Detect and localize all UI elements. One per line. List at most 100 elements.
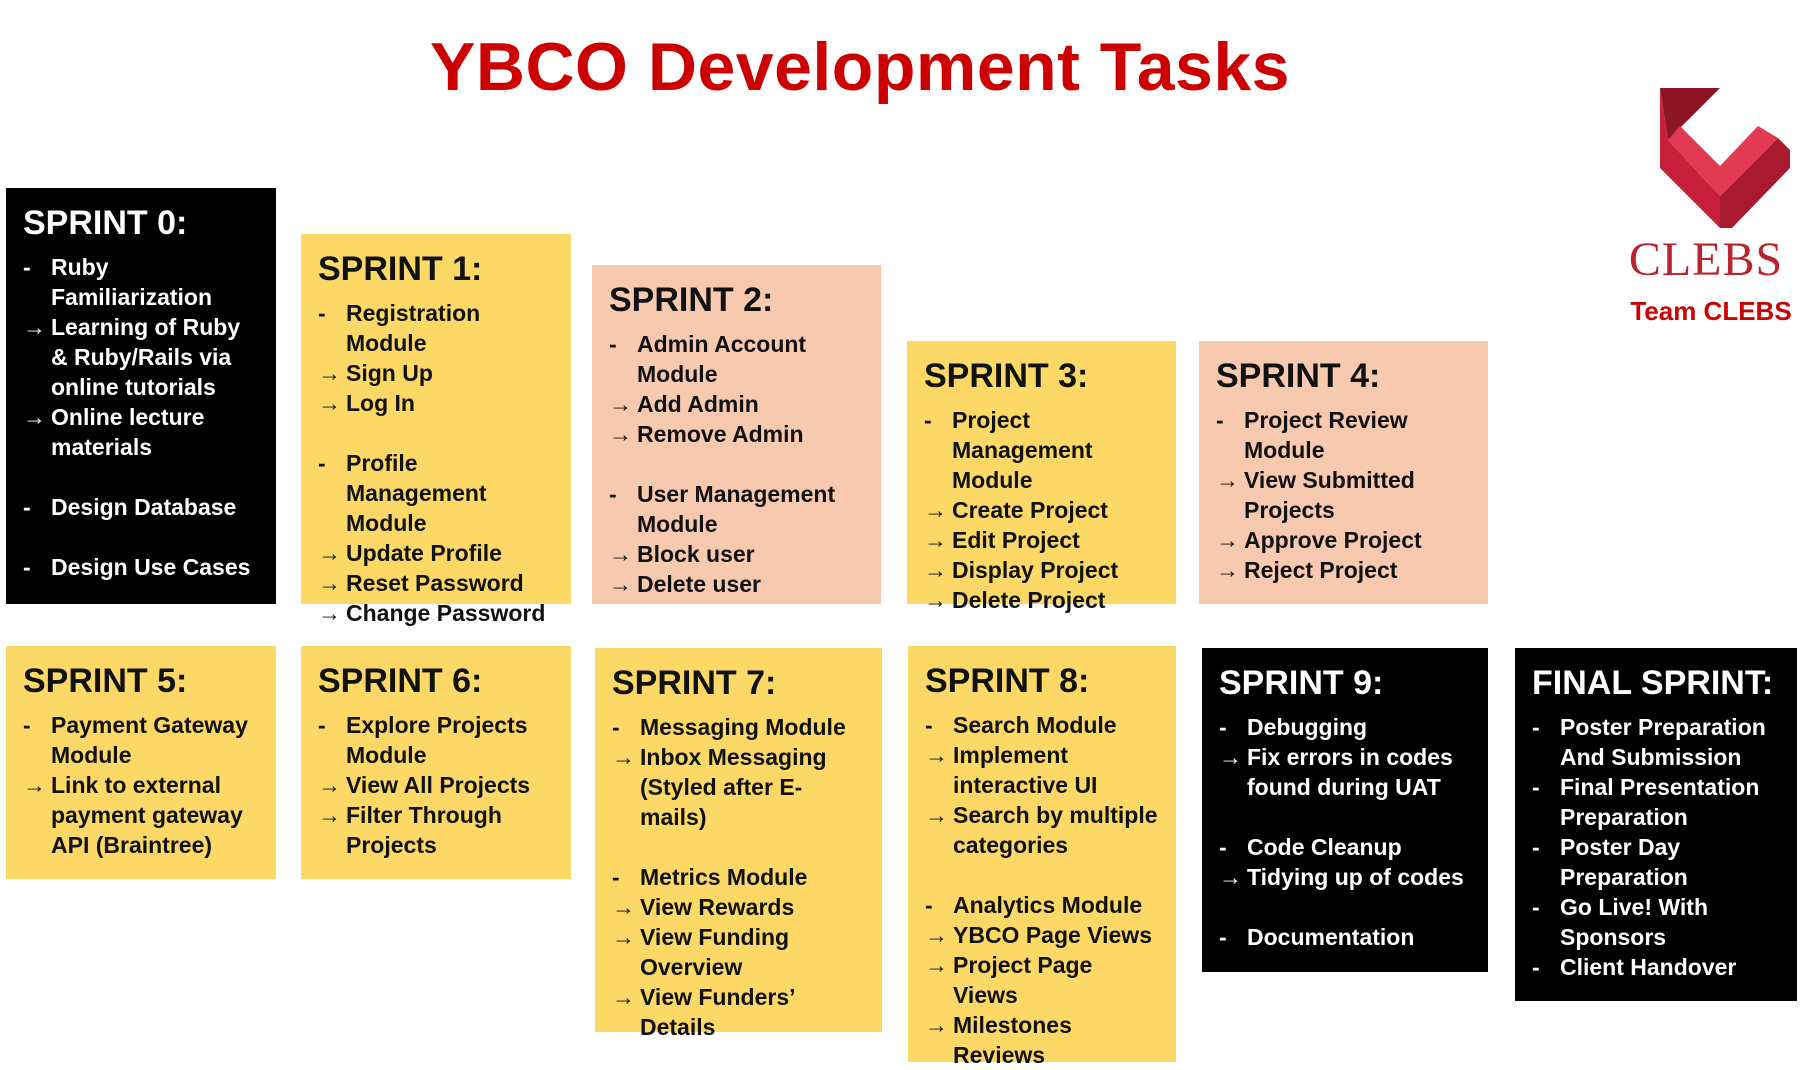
dash-bullet: - <box>318 450 326 476</box>
arrow-right-icon: → <box>318 570 341 596</box>
dash-bullet: - <box>23 254 31 280</box>
arrow-right-icon: → <box>318 390 341 416</box>
task-text: Edit Project <box>952 527 1080 553</box>
sprint-card-9: SPRINT 9: - Debugging → Fix errors in codes … <box>1202 648 1488 972</box>
task-subitem: → Block user <box>609 539 865 569</box>
task-subitem: → Add Admin <box>609 389 865 419</box>
task-text: Search Module <box>953 712 1117 738</box>
dash-bullet: - <box>1532 894 1540 920</box>
sprint-card-final: FINAL SPRINT: - Poster Preparation And Sub… <box>1515 648 1797 1001</box>
task-subitem: → Online lecture materials <box>23 402 260 462</box>
sprint-title: SPRINT 3: <box>924 357 1089 395</box>
arrow-right-icon: → <box>23 404 46 430</box>
arrow-right-icon: → <box>318 600 341 626</box>
sprint-card-5: SPRINT 5: - Payment Gateway Module → Link to… <box>6 646 276 879</box>
task-text: Link to external payment gateway API (Br… <box>51 772 243 858</box>
sprint-title: FINAL SPRINT: <box>1532 664 1774 702</box>
task-item: - User Management Module <box>609 479 865 539</box>
task-item: - Search Module <box>925 710 1160 740</box>
arrow-right-icon: → <box>318 540 341 566</box>
task-text: Reset Password <box>346 570 524 596</box>
task-text: Block user <box>637 541 755 567</box>
dash-bullet: - <box>612 714 620 740</box>
arrow-right-icon: → <box>318 802 341 828</box>
task-subitem: → Change Password <box>318 598 555 628</box>
sprint-card-3: SPRINT 3: - Project Management Module → Crea… <box>907 341 1176 613</box>
task-text: Log In <box>346 390 415 416</box>
task-item: - Poster Day Preparation <box>1532 832 1781 892</box>
dash-bullet: - <box>23 712 31 738</box>
task-item: - Analytics Module <box>925 890 1160 920</box>
spacer <box>1219 892 1472 922</box>
task-text: Project Page Views <box>953 952 1093 1008</box>
task-text: Add Admin <box>637 391 759 417</box>
arrow-right-icon: → <box>925 802 948 828</box>
task-text: Design Database <box>51 494 237 520</box>
arrow-right-icon: → <box>612 744 635 770</box>
task-subitem: → View Submitted Projects <box>1216 465 1472 525</box>
spacer <box>1219 802 1472 832</box>
task-text: Create Project <box>952 497 1108 523</box>
sprint-title: SPRINT 8: <box>925 662 1090 700</box>
task-text: Fix errors in codes found during UAT <box>1247 744 1453 800</box>
task-subitem: → YBCO Page Views <box>925 920 1160 950</box>
task-text: Ruby Familiarization <box>51 254 213 310</box>
sprint-title: SPRINT 9: <box>1219 664 1384 702</box>
task-text: Admin Account Module <box>637 331 807 387</box>
task-subitem: → Inbox Messaging (Styled after E-mails) <box>612 742 866 832</box>
task-text: User Management Module <box>637 481 836 537</box>
spacer <box>23 462 260 492</box>
arrow-right-icon: → <box>924 497 947 523</box>
task-text: Registration Module <box>346 300 481 356</box>
logo-wordmark: CLEBS <box>1628 233 1784 286</box>
task-subitem: → Remove Admin <box>609 419 865 449</box>
task-item: - Ruby Familiarization <box>23 252 260 312</box>
task-text: Update Profile <box>346 540 502 566</box>
task-text: Delete user <box>637 571 762 597</box>
task-text: Profile Management Module <box>346 450 487 536</box>
sprint-title: SPRINT 4: <box>1216 357 1381 395</box>
task-item: - Admin Account Module <box>609 329 865 389</box>
arrow-right-icon: → <box>925 1012 948 1038</box>
task-subitem: → Fix errors in codes found during UAT <box>1219 742 1472 802</box>
task-item: - Go Live! With Sponsors <box>1532 892 1781 952</box>
task-text: Approve Project <box>1244 527 1422 553</box>
task-subitem: → Create Project <box>924 495 1160 525</box>
dash-bullet: - <box>1532 834 1540 860</box>
dash-bullet: - <box>23 494 31 520</box>
logo-team-label: Team CLEBS <box>1630 296 1792 326</box>
task-text: Sign Up <box>346 360 433 386</box>
task-subitem: → Filter Through Projects <box>318 800 555 860</box>
dash-bullet: - <box>318 300 326 326</box>
task-item: - Registration Module <box>318 298 555 358</box>
sprint-card-1: SPRINT 1: - Registration Module → Sign Up → Lo… <box>301 234 571 626</box>
arrow-right-icon: → <box>924 527 947 553</box>
task-text: View Submitted Projects <box>1244 467 1415 523</box>
task-text: Display Project <box>952 557 1119 583</box>
task-subitem: → Sign Up <box>318 358 555 388</box>
sprint-card-6: SPRINT 6: - Explore Projects Module → View A… <box>301 646 571 879</box>
task-subitem: → View Funding Overview <box>612 922 866 982</box>
sprint-card-2: SPRINT 2: - Admin Account Module → Add Admin… <box>592 265 881 604</box>
task-subitem: → Link to external payment gateway API (B… <box>23 770 260 860</box>
arrow-right-icon: → <box>612 984 635 1010</box>
task-subitem: → Reject Project <box>1216 555 1472 585</box>
task-subitem: → Reset Password <box>318 568 555 598</box>
sprint-title: SPRINT 5: <box>23 662 188 700</box>
task-text: Milestones Reviews <box>953 1012 1072 1068</box>
task-text: Client Handover <box>1560 954 1737 980</box>
task-item: - Code Cleanup <box>1219 832 1472 862</box>
task-item: - Profile Management Module <box>318 448 555 538</box>
arrow-right-icon: → <box>1216 467 1239 493</box>
sprint-card-7: SPRINT 7: - Messaging Module → Inbox Messagi… <box>595 648 882 1040</box>
spacer <box>612 832 866 862</box>
task-subitem: → Edit Project <box>924 525 1160 555</box>
dash-bullet: - <box>1219 924 1227 950</box>
task-subitem: → Search by multiple categories <box>925 800 1160 860</box>
arrow-right-icon: → <box>612 894 635 920</box>
task-text: Payment Gateway Module <box>51 712 248 768</box>
task-text: Final Presentation Preparation <box>1560 774 1760 830</box>
task-item: - Client Handover <box>1532 952 1781 982</box>
dash-bullet: - <box>1532 774 1540 800</box>
task-item: - Messaging Module <box>612 712 866 742</box>
